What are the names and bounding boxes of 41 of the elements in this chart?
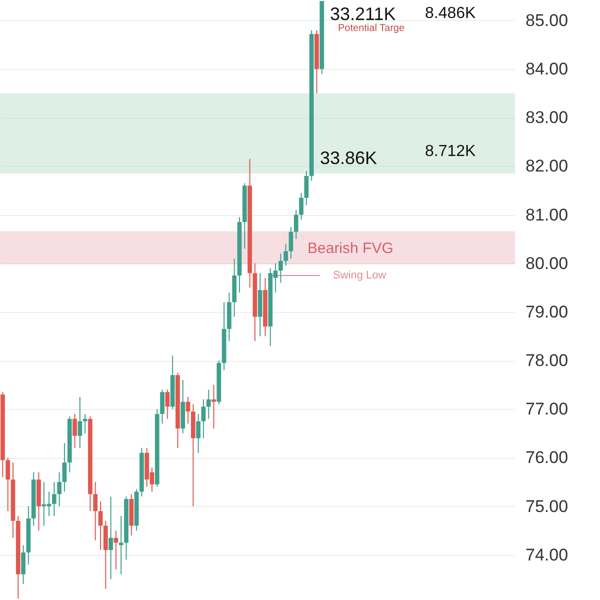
y-tick-label: 79.00 <box>526 302 568 322</box>
annotation: 8.486K <box>425 5 476 22</box>
y-tick-label: 78.00 <box>526 351 568 370</box>
candlestick <box>93 481 98 541</box>
candlestick <box>98 500 103 550</box>
candlestick <box>21 544 26 584</box>
y-tick-label: 84.00 <box>526 60 568 79</box>
annotation: 33.211K <box>330 4 396 24</box>
y-tick-label: 80.00 <box>526 254 568 273</box>
candlestick <box>284 243 288 266</box>
annotation: 33.86K <box>320 148 378 168</box>
y-tick-label: 77.00 <box>526 400 568 419</box>
candlestick <box>201 398 206 439</box>
candlestick <box>78 396 82 448</box>
y-tick-label: 82.00 <box>526 156 568 176</box>
candlestick <box>108 496 113 580</box>
annotation: Potential Targe <box>338 23 405 34</box>
candlestick <box>52 481 56 516</box>
candlestick <box>212 384 216 430</box>
y-tick-label: 74.00 <box>526 545 568 564</box>
ref-line-label: Swing Low <box>333 269 386 282</box>
candlestick <box>57 472 62 507</box>
candlestick <box>165 389 170 420</box>
annotation: 8.712K <box>425 143 476 160</box>
candlestick <box>304 170 309 206</box>
y-tick-label: 81.00 <box>526 205 568 224</box>
y-tick-label: 83.00 <box>526 108 568 128</box>
candlestick <box>294 209 298 240</box>
y-tick-label: 76.00 <box>526 448 568 468</box>
y-tick-label: 75.00 <box>526 496 568 516</box>
candlestick <box>196 413 200 454</box>
candlestick <box>160 389 164 424</box>
candlestick <box>6 457 10 512</box>
candlestick <box>118 515 124 575</box>
band-label: Bearish FVG <box>308 240 394 257</box>
candlestick <box>299 192 304 220</box>
candlestick <box>72 413 77 448</box>
candlestick <box>62 442 67 492</box>
y-tick-label: 85.00 <box>526 10 568 30</box>
candlestick <box>206 389 211 420</box>
candlestick <box>278 253 283 284</box>
